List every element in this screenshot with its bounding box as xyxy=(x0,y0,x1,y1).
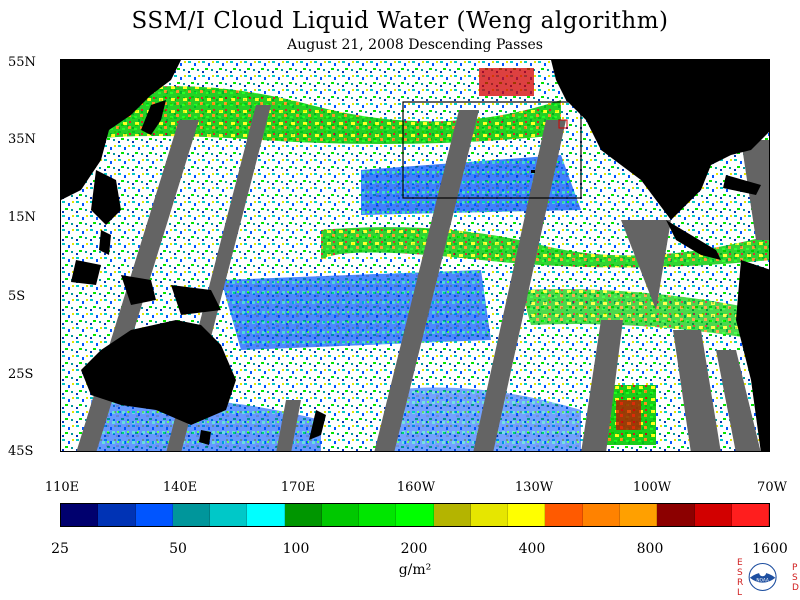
colorbar-label-50: 50 xyxy=(169,541,187,557)
colorbar-units: g/m² xyxy=(398,562,432,578)
region-marker-red xyxy=(558,119,568,129)
lon-label-130w: 130W xyxy=(514,480,554,495)
colorbar-label-1600: 1600 xyxy=(752,541,788,557)
hawaii-island xyxy=(531,170,535,173)
colorbar-swatch-1 xyxy=(98,504,136,526)
colorbar-swatch-15 xyxy=(619,504,658,526)
colorbar-swatch-0 xyxy=(61,504,99,526)
logo-letter-s2: S xyxy=(792,573,798,583)
colorbar-swatch-3 xyxy=(172,504,211,526)
lat-label-15n: 15N xyxy=(8,210,36,225)
colorbar-swatch-12 xyxy=(508,504,546,526)
lat-label-25s: 25S xyxy=(8,367,34,382)
colorbar-swatch-9 xyxy=(396,504,434,526)
lat-label-5s: 5S xyxy=(8,289,26,304)
colorbar-swatch-7 xyxy=(321,504,360,526)
lon-label-160w: 160W xyxy=(396,480,436,495)
lon-label-170e: 170E xyxy=(280,480,316,495)
colorbar-swatch-8 xyxy=(359,504,397,526)
lon-label-100w: 100W xyxy=(632,480,672,495)
colorbar-label-25: 25 xyxy=(51,541,69,557)
colorbar xyxy=(60,503,770,527)
logo-letter-d: D xyxy=(792,583,799,593)
cloud-liquid-water-map xyxy=(60,59,770,452)
colorbar-label-800: 800 xyxy=(636,541,664,557)
lon-label-140e: 140E xyxy=(162,480,198,495)
lon-label-110e: 110E xyxy=(44,480,80,495)
colorbar-label-100: 100 xyxy=(282,541,310,557)
map-svg xyxy=(61,60,769,451)
lon-label-70w: 70W xyxy=(757,480,787,495)
noaa-logo: NOAA xyxy=(748,562,777,592)
lat-label-45s: 45S xyxy=(8,444,34,459)
colorbar-label-200: 200 xyxy=(400,541,428,557)
colorbar-swatch-13 xyxy=(545,504,583,526)
colorbar-swatch-11 xyxy=(470,504,509,526)
colorbar-swatch-6 xyxy=(284,504,322,526)
lat-label-35n: 35N xyxy=(8,132,36,147)
colorbar-swatch-5 xyxy=(247,504,285,526)
map-subtitle: August 21, 2008 Descending Passes xyxy=(287,37,543,53)
region-outline-box xyxy=(402,101,582,199)
svg-text:NOAA: NOAA xyxy=(756,577,768,583)
logo-letter-l: L xyxy=(737,588,743,598)
colorbar-swatch-10 xyxy=(433,504,471,526)
colorbar-swatch-17 xyxy=(694,504,732,526)
colorbar-swatch-14 xyxy=(582,504,620,526)
lat-label-55n: 55N xyxy=(8,55,36,70)
colorbar-label-400: 400 xyxy=(518,541,546,557)
land-masses xyxy=(61,60,769,451)
logo-letter-r: R xyxy=(737,578,744,588)
logo-letter-e: E xyxy=(737,558,743,568)
map-title: SSM/I Cloud Liquid Water (Weng algorithm… xyxy=(131,8,669,34)
colorbar-swatch-4 xyxy=(210,504,248,526)
logo-letter-p: P xyxy=(792,563,798,573)
colorbar-swatch-16 xyxy=(657,504,695,526)
logo-letter-s: S xyxy=(737,568,743,578)
colorbar-swatch-2 xyxy=(135,504,173,526)
colorbar-swatch-18 xyxy=(731,504,770,526)
